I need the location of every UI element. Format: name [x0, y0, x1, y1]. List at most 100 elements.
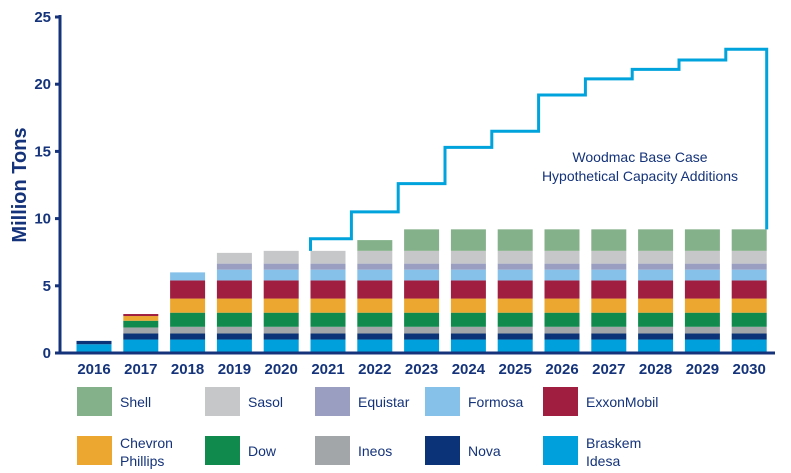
y-tick-label: 25: [34, 9, 51, 26]
x-tick-label: 2017: [124, 361, 157, 378]
bar-segment-formosa-2019: [216, 269, 252, 281]
bar-segment-shell-2027: [591, 229, 627, 251]
bar-segment-braskem-idesa-2021: [310, 339, 346, 353]
bar-segment-ineos-2028: [638, 326, 674, 334]
bar-segment-exxonmobil-2017: [123, 314, 159, 317]
bar-segment-dow-2030: [731, 312, 767, 327]
bar-segment-nova-2024: [450, 333, 486, 340]
x-tick-label: 2025: [499, 361, 532, 378]
line-annotation: Hypothetical Capacity Additions: [542, 168, 738, 184]
legend-swatch: [315, 387, 350, 416]
legend-label: Nova: [468, 443, 501, 459]
bar-segment-nova-2018: [170, 333, 206, 340]
bar-segment-nova-2017: [123, 333, 159, 340]
bar-segment-chevron-phillips-2028: [638, 298, 674, 313]
legend-swatch: [425, 387, 460, 416]
bar-segment-chevron-phillips-2026: [544, 298, 580, 313]
bar-segment-equistar-2023: [404, 263, 440, 270]
bar-segment-sasol-2028: [638, 250, 674, 264]
bar-segment-formosa-2027: [591, 269, 627, 281]
bar-segment-sasol-2021: [310, 250, 346, 264]
bar-segment-exxonmobil-2029: [684, 280, 720, 299]
x-tick-label: 2019: [218, 361, 251, 378]
bar-segment-braskem-idesa-2018: [170, 339, 206, 353]
bar-segment-sasol-2019: [216, 252, 252, 264]
bar-segment-braskem-idesa-2022: [357, 339, 393, 353]
bar-segment-ineos-2026: [544, 326, 580, 334]
bar-segment-nova-2023: [404, 333, 440, 340]
bar-segment-equistar-2024: [450, 263, 486, 270]
bar-segment-nova-2022: [357, 333, 393, 340]
bar-segment-nova-2030: [731, 333, 767, 340]
bar-segment-dow-2020: [263, 312, 299, 327]
bar-segment-sasol-2024: [450, 250, 486, 264]
bar-segment-dow-2026: [544, 312, 580, 327]
bar-segment-shell-2025: [497, 229, 533, 251]
bar-segment-sasol-2026: [544, 250, 580, 264]
bar-segment-ineos-2025: [497, 326, 533, 334]
bar-segment-dow-2017: [123, 320, 159, 328]
bar-segment-equistar-2026: [544, 263, 580, 270]
x-tick-label: 2018: [171, 361, 204, 378]
bar-segment-sasol-2022: [357, 250, 393, 264]
bar-segment-shell-2030: [731, 229, 767, 251]
bar-segment-braskem-idesa-2026: [544, 339, 580, 353]
legend-swatch: [77, 436, 112, 465]
bar-segment-exxonmobil-2026: [544, 280, 580, 299]
x-tick-label: 2027: [592, 361, 625, 378]
bar-segment-formosa-2025: [497, 269, 533, 281]
bar-segment-braskem-idesa-2020: [263, 339, 299, 353]
bar-segment-ineos-2017: [123, 327, 159, 334]
bar-segment-dow-2028: [638, 312, 674, 327]
bar-segment-chevron-phillips-2020: [263, 298, 299, 313]
bar-segment-formosa-2021: [310, 269, 346, 281]
bar-segment-exxonmobil-2024: [450, 280, 486, 299]
bar-segment-ineos-2021: [310, 326, 346, 334]
bar-segment-equistar-2021: [310, 263, 346, 270]
bar-segment-exxonmobil-2018: [170, 280, 206, 299]
x-tick-label: 2026: [545, 361, 578, 378]
x-tick-label: 2030: [733, 361, 766, 378]
legend-label: Dow: [248, 443, 277, 459]
bar-segment-shell-2024: [450, 229, 486, 251]
bar-segment-sasol-2029: [684, 250, 720, 264]
x-tick-label: 2023: [405, 361, 438, 378]
bar-segment-shell-2022: [357, 240, 393, 251]
bar-segment-formosa-2022: [357, 269, 393, 281]
bar-segment-formosa-2018: [170, 272, 206, 281]
bar-segment-nova-2027: [591, 333, 627, 340]
bar-segment-nova-2019: [216, 333, 252, 340]
bar-segment-exxonmobil-2028: [638, 280, 674, 299]
bar-segment-sasol-2025: [497, 250, 533, 264]
bar-segment-nova-2028: [638, 333, 674, 340]
bar-segment-equistar-2019: [216, 263, 252, 270]
bar-segment-dow-2022: [357, 312, 393, 327]
bar-segment-ineos-2027: [591, 326, 627, 334]
legend-swatch: [205, 436, 240, 465]
bar-segment-equistar-2022: [357, 263, 393, 270]
capacity-additions-step-line: [309, 47, 769, 251]
legend-label: Shell: [120, 394, 151, 410]
legend-swatch: [77, 387, 112, 416]
y-tick-label: 0: [43, 345, 51, 362]
bar-segment-formosa-2024: [450, 269, 486, 281]
bar-segment-sasol-2030: [731, 250, 767, 264]
bar-segment-equistar-2029: [684, 263, 720, 270]
bar-segment-exxonmobil-2025: [497, 280, 533, 299]
bar-segment-chevron-phillips-2025: [497, 298, 533, 313]
bar-segment-nova-2021: [310, 333, 346, 340]
bar-segment-braskem-idesa-2024: [450, 339, 486, 353]
bar-segment-equistar-2025: [497, 263, 533, 270]
bar-segment-ineos-2018: [170, 326, 206, 334]
line-annotation: Woodmac Base Case: [572, 149, 707, 165]
bar-segment-exxonmobil-2022: [357, 280, 393, 299]
bar-segment-exxonmobil-2023: [404, 280, 440, 299]
legend-label: Phillips: [120, 453, 164, 469]
bar-segment-braskem-idesa-2019: [216, 339, 252, 353]
bar-segment-dow-2021: [310, 312, 346, 327]
bar-segment-sasol-2023: [404, 250, 440, 264]
y-axis-label: Million Tons: [9, 127, 31, 242]
bar-segment-ineos-2030: [731, 326, 767, 334]
legend-label: Ineos: [358, 443, 392, 459]
y-tick-label: 10: [34, 211, 51, 228]
